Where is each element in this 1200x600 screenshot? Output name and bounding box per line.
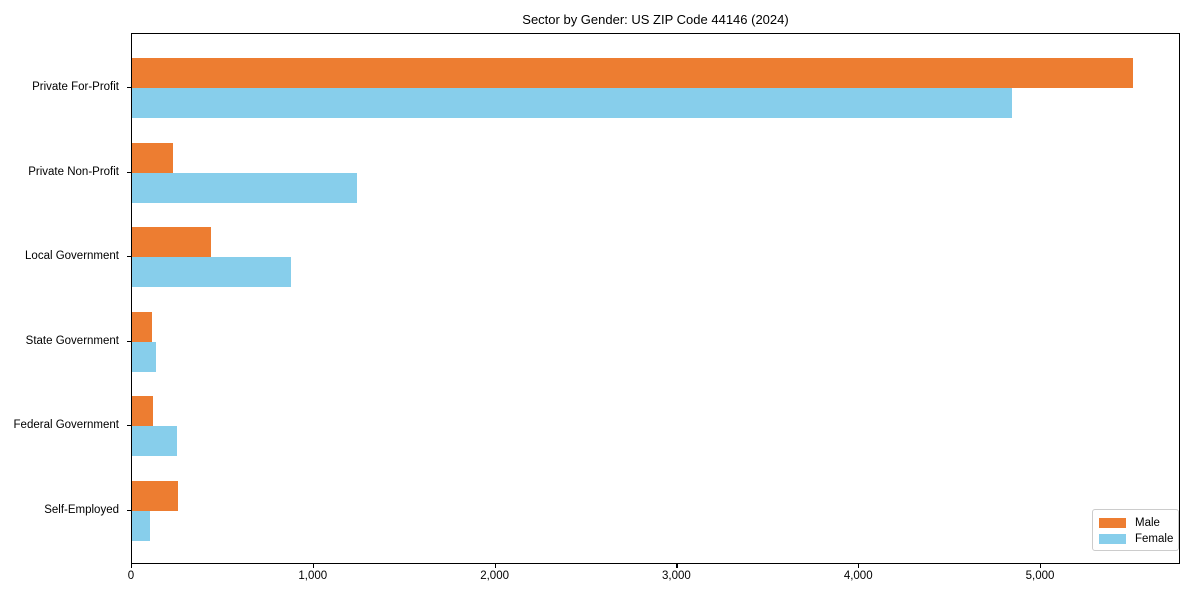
x-axis-tick-label: 0 — [127, 570, 135, 582]
x-axis-tick-label: 2,000 — [480, 570, 509, 582]
bar-male-2 — [132, 142, 173, 173]
x-axis-tick-label: 5,000 — [1025, 570, 1055, 582]
legend-label: Female — [1135, 533, 1174, 545]
legend-entry-male: Male — [1099, 515, 1178, 531]
y-axis-tick — [127, 256, 131, 258]
x-axis-tick — [312, 564, 314, 568]
bar-male-1 — [132, 58, 1133, 88]
x-axis-tick — [858, 564, 860, 568]
bar-male-4 — [132, 311, 152, 342]
plot-area — [131, 33, 1180, 564]
bar-male-5 — [132, 396, 153, 426]
legend-label: Male — [1135, 517, 1160, 529]
chart-title: Sector by Gender: US ZIP Code 44146 (202… — [522, 12, 789, 27]
legend: Male Female — [1092, 509, 1179, 551]
bar-female-2 — [132, 172, 357, 203]
y-axis-tick — [127, 171, 131, 173]
x-axis-tick — [1040, 564, 1042, 568]
category-label: Private Non-Profit — [28, 165, 119, 178]
category-label: Federal Government — [13, 419, 119, 431]
x-axis-tick — [131, 564, 133, 568]
bar-female-5 — [132, 426, 178, 456]
bar-male-6 — [132, 480, 179, 511]
y-axis-tick — [127, 425, 131, 427]
bar-female-6 — [132, 510, 151, 541]
category-label: Local Government — [25, 250, 119, 262]
x-axis-tick — [676, 564, 678, 568]
bar-female-1 — [132, 88, 1013, 118]
y-axis-tick — [127, 87, 131, 89]
bar-female-4 — [132, 341, 156, 372]
bar-male-3 — [132, 227, 211, 257]
legend-swatch-female — [1099, 534, 1126, 544]
y-axis-tick — [127, 340, 131, 342]
y-axis-tick — [127, 509, 131, 511]
x-axis-tick-label: 1,000 — [298, 570, 328, 582]
bar-female-3 — [132, 257, 291, 287]
category-label: Private For-Profit — [32, 81, 119, 93]
x-axis-tick-label: 3,000 — [662, 570, 691, 582]
category-label: State Government — [25, 334, 119, 347]
legend-swatch-male — [1099, 518, 1126, 528]
legend-entry-female: Female — [1099, 531, 1178, 547]
category-label: Self-Employed — [44, 503, 119, 516]
x-axis-tick — [494, 564, 496, 568]
x-axis-tick-label: 4,000 — [843, 570, 873, 582]
